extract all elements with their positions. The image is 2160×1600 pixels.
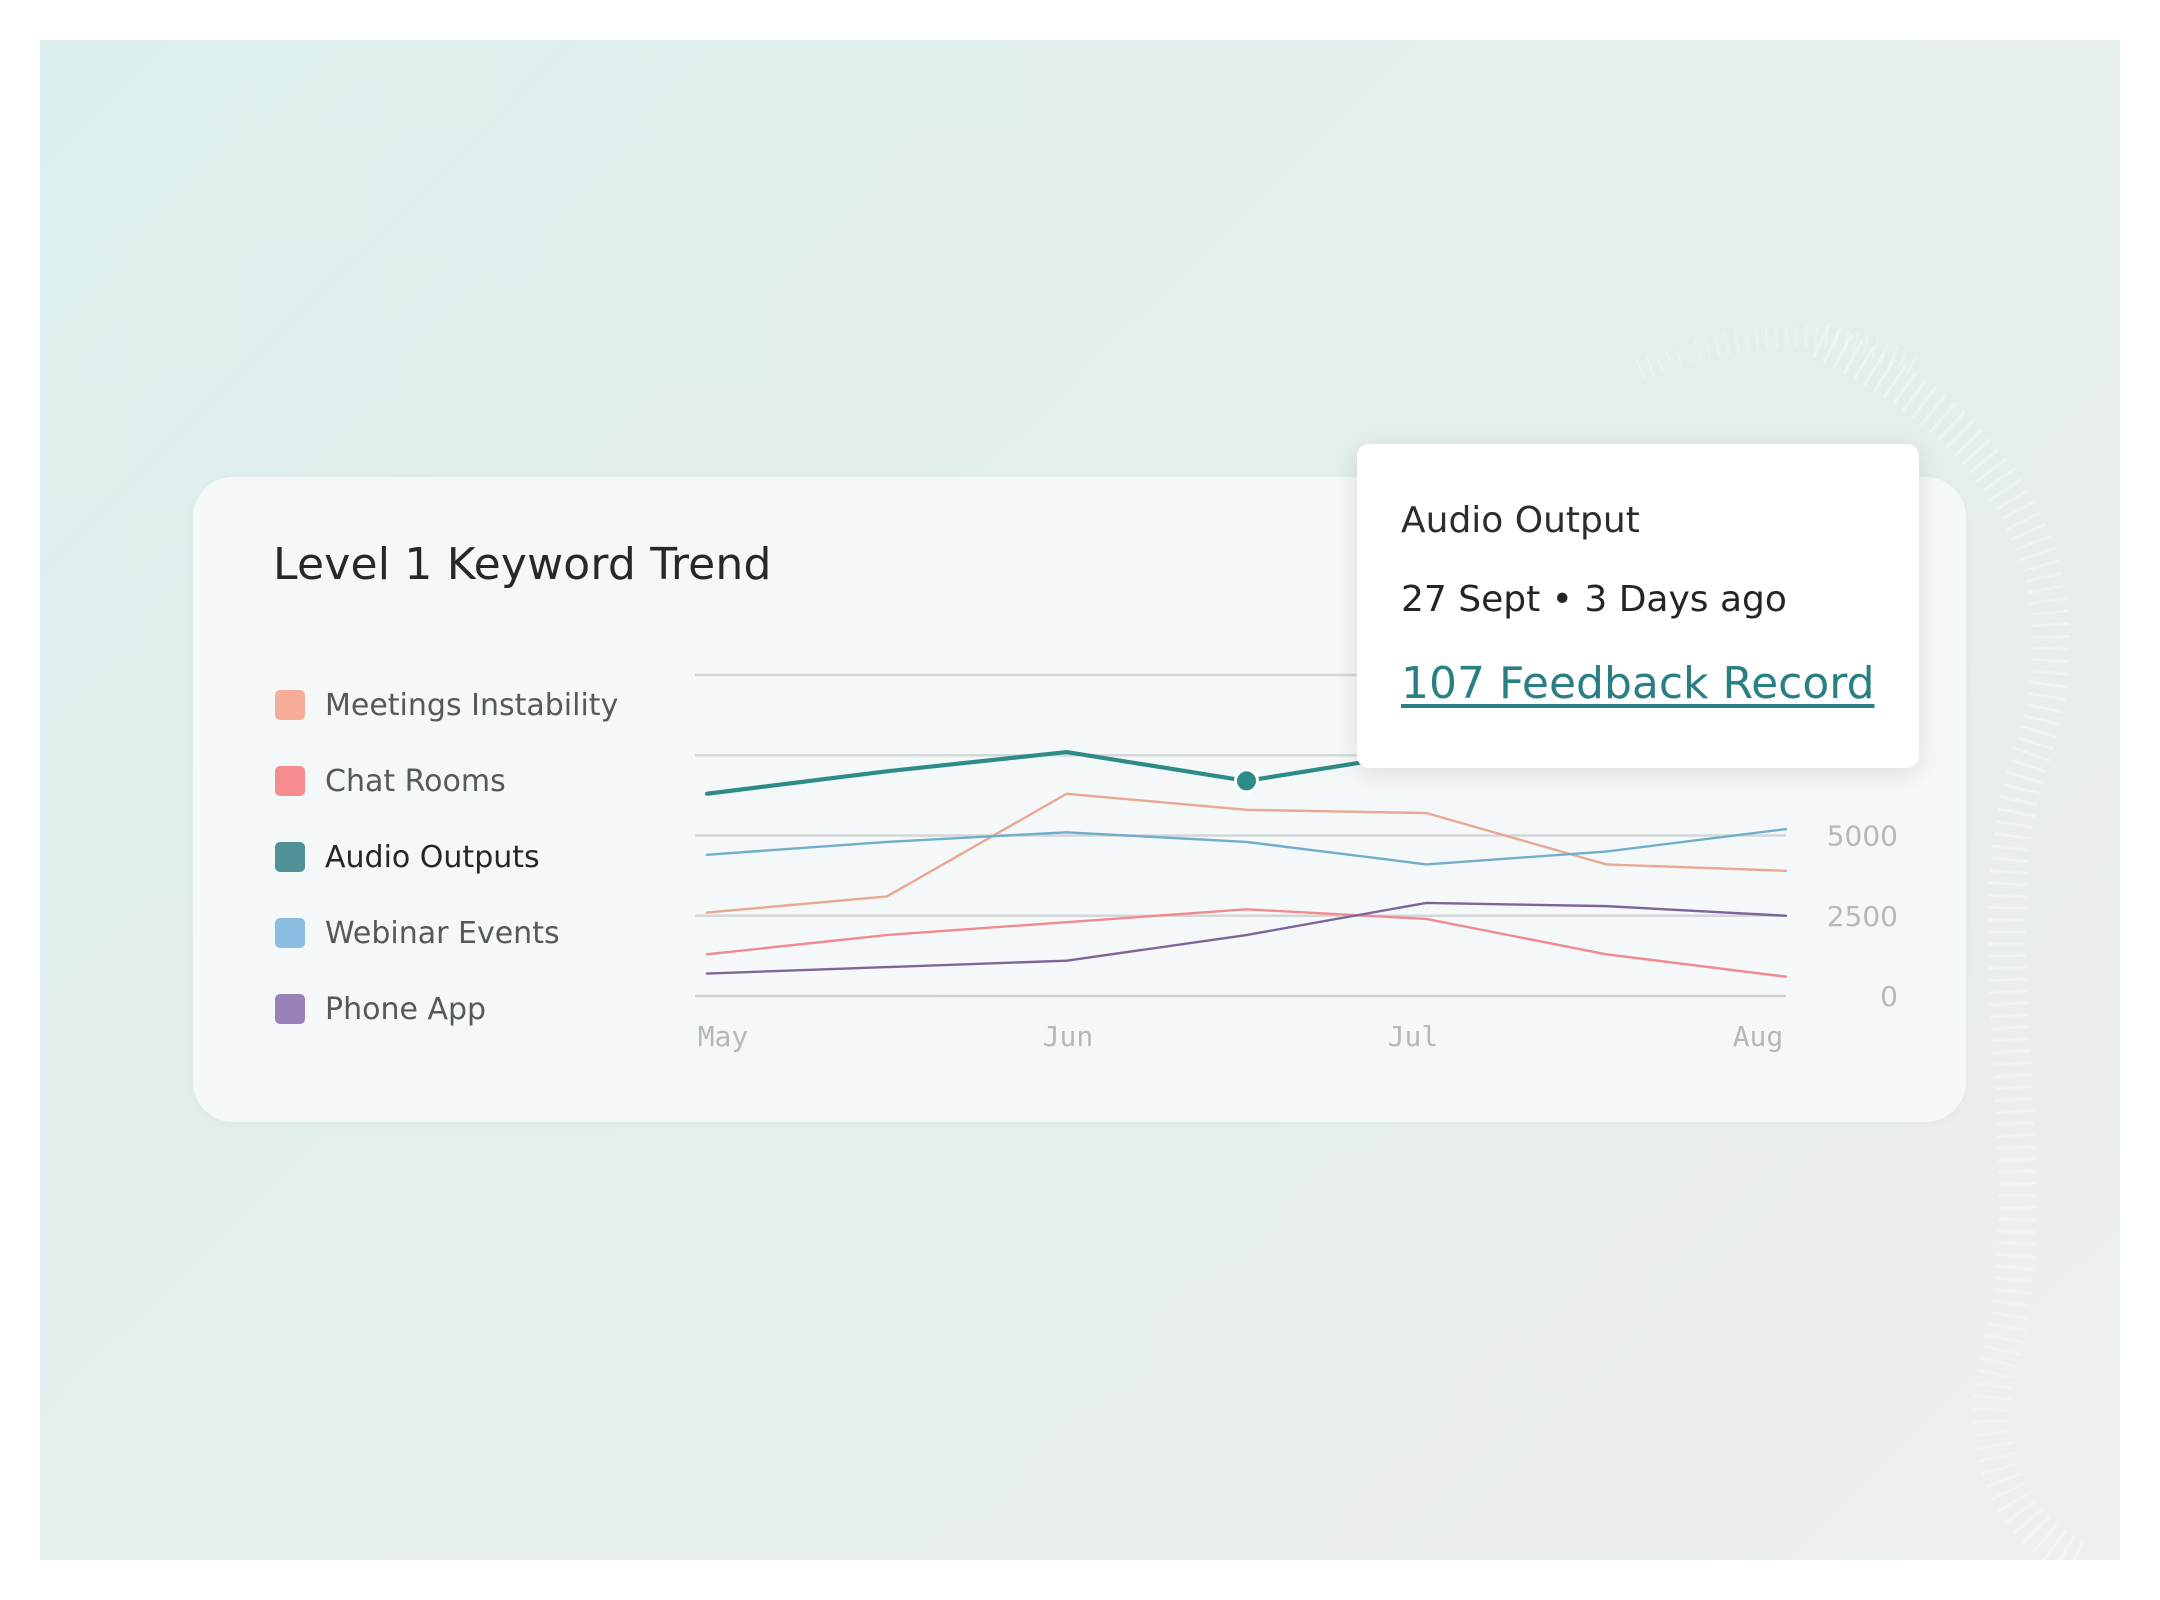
y-tick-label: 5000 [1827,820,1898,853]
tooltip-series-name: Audio Output [1401,500,1640,541]
tooltip-date: 27 Sept • 3 Days ago [1401,579,1787,620]
line-chart[interactable]: 0 2500 5000 May Jun Jul Aug [193,477,1966,1122]
legend-label: Phone App [325,991,487,1027]
legend-swatch [275,918,305,948]
highlighted-data-point [1234,768,1259,794]
legend-swatch [275,766,305,796]
y-tick-label: 0 [1880,980,1898,1013]
series-line [705,908,1788,978]
x-tick-label: Jul [1388,1020,1439,1053]
legend-item-chat-rooms[interactable]: Chat Rooms [275,743,618,819]
series-line [705,792,1788,914]
legend-label: Audio Outputs [325,839,540,875]
legend-label: Webinar Events [325,915,560,951]
legend-item-audio-outputs[interactable]: Audio Outputs [275,819,618,895]
background-texture [1635,322,2088,1560]
chart-legend: Meetings Instability Chat Rooms Audio Ou… [275,667,618,1047]
x-tick-label: May [698,1020,749,1053]
card-title: Level 1 Keyword Trend [273,539,772,590]
legend-label: Chat Rooms [325,763,506,799]
legend-item-meetings-instability[interactable]: Meetings Instability [275,667,618,743]
x-tick-label: Jun [1043,1020,1094,1053]
legend-swatch [275,994,305,1024]
legend-item-phone-app[interactable]: Phone App [275,971,618,1047]
series-line [705,901,1788,975]
y-tick-label: 2500 [1827,900,1898,933]
legend-swatch [275,842,305,872]
x-tick-label: Aug [1733,1020,1784,1053]
feedback-record-link[interactable]: 107 Feedback Record [1401,658,1875,709]
legend-item-webinar-events[interactable]: Webinar Events [275,895,618,971]
series-line [705,827,1788,866]
legend-swatch [275,690,305,720]
legend-label: Meetings Instability [325,687,619,723]
chart-tooltip: Audio Output 27 Sept • 3 Days ago 107 Fe… [1357,444,1919,768]
